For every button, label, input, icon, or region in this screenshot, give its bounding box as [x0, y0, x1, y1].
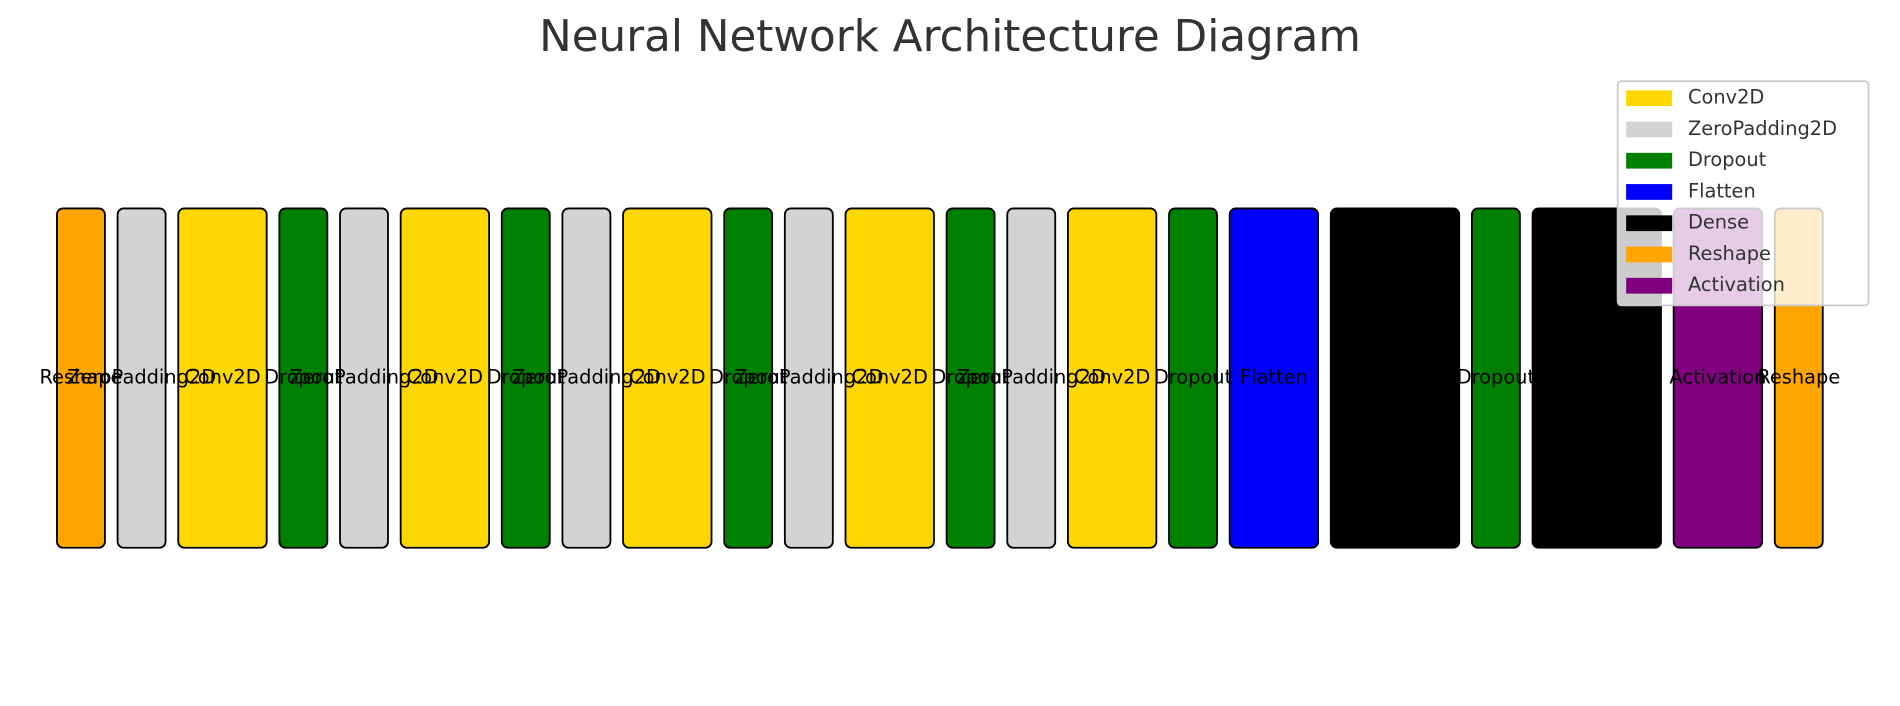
layer-box [399, 207, 491, 549]
legend-label: Conv2D [1688, 86, 1764, 109]
layer-label: Dense [1364, 366, 1425, 389]
layer-label: Dropout [487, 366, 566, 389]
layer-box [278, 207, 329, 549]
legend-swatch [1626, 184, 1673, 200]
legend-label: Dropout [1688, 148, 1767, 171]
layer-box [116, 207, 167, 549]
layer-label: ZeroPadding2D [67, 366, 216, 389]
layer-box [500, 207, 551, 549]
layer-box [844, 207, 935, 549]
layer-box [56, 207, 106, 549]
layer-box [783, 207, 834, 549]
layer-label: ZeroPadding2D [289, 366, 438, 389]
layer-label: Conv2D [407, 366, 483, 389]
legend-label: Flatten [1688, 179, 1756, 202]
layer-box [622, 207, 713, 549]
layer-box [723, 207, 774, 549]
layer-label: Activation [1669, 366, 1766, 389]
layer-label: ZeroPadding2D [734, 366, 883, 389]
layer-label: Conv2D [852, 366, 928, 389]
layer-box [561, 207, 612, 549]
layer-box [1470, 207, 1521, 549]
legend-label: Activation [1688, 273, 1785, 296]
layer-box [1228, 207, 1320, 549]
legend-swatch [1626, 121, 1673, 138]
legend-swatch [1626, 246, 1673, 263]
legend-frame [1616, 80, 1870, 307]
layer-label: Dropout [264, 366, 343, 389]
layer-label: ZeroPadding2D [957, 366, 1106, 389]
legend-swatch [1626, 152, 1673, 169]
layer-label: Dropout [709, 366, 788, 389]
layer-box [1168, 207, 1218, 549]
layer-label: Dropout [1154, 366, 1233, 389]
layer-label: Flatten [1240, 366, 1308, 389]
layer-label: Reshape [1757, 366, 1840, 389]
layer-box [1006, 207, 1057, 549]
layer-box [339, 207, 389, 549]
diagram-title: Neural Network Architecture Diagram [539, 12, 1361, 62]
legend-label: Dense [1688, 211, 1749, 234]
legend: Conv2D ZeroPadding2D Dropout Flatten Dense Re… [1616, 80, 1870, 307]
layer-label: Conv2D [629, 366, 705, 389]
legend-swatch [1626, 90, 1673, 107]
layer-label: Conv2D [184, 366, 260, 389]
legend-swatch [1626, 277, 1673, 294]
layer-label: Dropout [931, 366, 1010, 389]
layer-label: Dropout [1457, 366, 1536, 389]
layer-box [177, 207, 268, 549]
layer-label: Conv2D [1074, 366, 1150, 389]
layer-label: Dense [1566, 366, 1627, 389]
layer-box [1329, 207, 1461, 549]
legend-label: ZeroPadding2D [1688, 117, 1837, 140]
layer-box [1066, 207, 1158, 549]
legend-label: Reshape [1688, 242, 1771, 265]
layer-label: ZeroPadding2D [512, 366, 661, 389]
layer-label: Reshape [39, 366, 122, 389]
layers [56, 207, 1824, 549]
layer-box [945, 207, 996, 549]
legend-swatch [1626, 215, 1673, 232]
